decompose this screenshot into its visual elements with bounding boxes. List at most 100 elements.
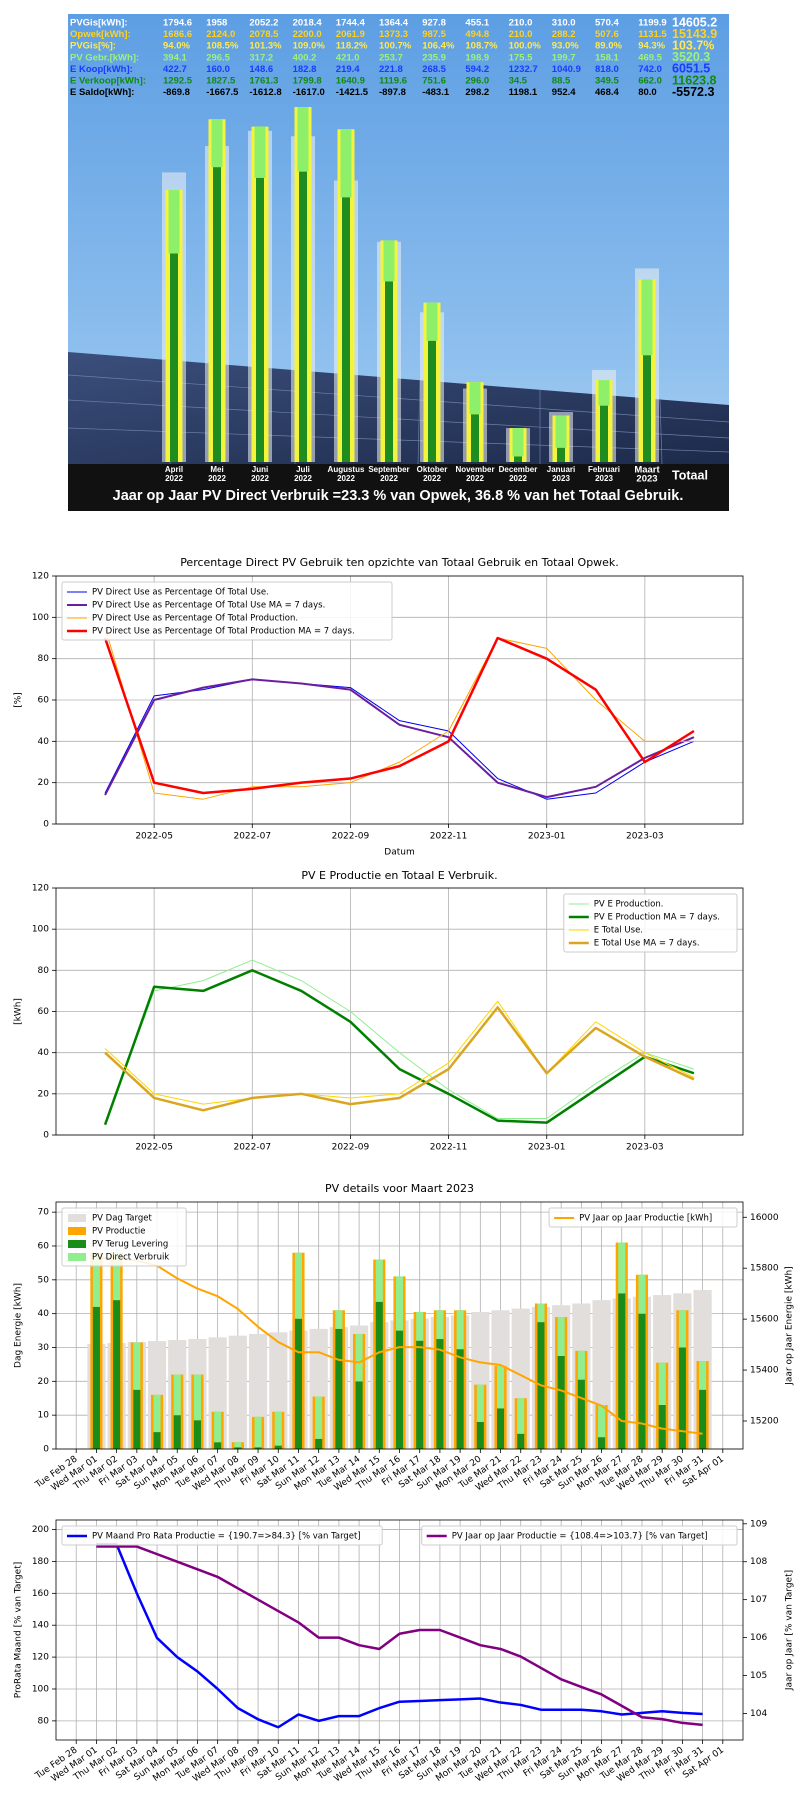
table-value: 1292.5 (163, 76, 193, 87)
table-value: 118.2% (336, 41, 368, 52)
month-label: 2023 (552, 474, 570, 483)
y-tick-label: 100 (32, 925, 49, 935)
y2-tick-label: 15800 (750, 1264, 779, 1274)
table-value: 198.9 (465, 52, 489, 63)
legend-box (421, 1525, 738, 1546)
table-value: 94.3% (638, 41, 665, 52)
bar (496, 1408, 505, 1449)
x-tick-label: 2023-01 (528, 1143, 566, 1153)
bar (254, 1416, 262, 1448)
plot-frame (55, 1519, 744, 1741)
bar (294, 1318, 303, 1449)
y-tick-label: 40 (38, 737, 50, 747)
bar (456, 1310, 464, 1350)
chart-title: PV E Productie en Totaal E Verbruik. (301, 869, 497, 882)
y2-tick-label: 15400 (750, 1366, 779, 1376)
bar (598, 1437, 606, 1449)
caption-band (68, 464, 729, 511)
y-tick-label: 20 (38, 778, 50, 788)
month-label: Januari (547, 465, 575, 474)
bar (113, 1252, 121, 1301)
bar (234, 1447, 242, 1449)
bar (658, 1405, 666, 1449)
bar (383, 240, 395, 282)
x-tick-label: 2022-07 (233, 832, 271, 842)
bar (699, 1389, 707, 1449)
y-tick-label: 100 (32, 1684, 49, 1694)
legend-box (61, 581, 393, 641)
table-value: 100.7% (379, 41, 412, 52)
bar (476, 1384, 484, 1422)
table-value: -897.8 (379, 87, 406, 98)
bar (658, 1362, 666, 1406)
month-label: 2023 (636, 474, 657, 485)
legend-label: PV E Production MA = 7 days. (594, 913, 720, 923)
bar (598, 1405, 606, 1438)
bar (476, 1421, 484, 1449)
month-label: 2022 (337, 474, 355, 483)
y-tick-label: 180 (32, 1557, 49, 1567)
table-value: 221.8 (379, 64, 403, 75)
month-label: 2022 (165, 474, 183, 483)
table-total: 11623.8 (672, 73, 717, 87)
y-tick-label: 20 (38, 1089, 50, 1099)
series-line (104, 959, 695, 1125)
plot-frame (55, 887, 744, 1136)
chart-title: PV details voor Maart 2023 (325, 1182, 474, 1195)
month-label: November (455, 465, 494, 474)
table-value: 199.7 (552, 52, 576, 63)
bar (555, 415, 567, 448)
table-value: 296.5 (206, 52, 230, 63)
bar (213, 167, 221, 462)
bar (355, 1381, 363, 1449)
y2-axis-label: Jaar op Jaar [% van Target] (785, 1570, 795, 1691)
bar (395, 1276, 404, 1331)
y-tick-label: 40 (38, 1309, 50, 1319)
bar (170, 253, 178, 462)
table-value: 1686.6 (163, 29, 192, 40)
table-value: 421.0 (336, 52, 360, 63)
bar (426, 302, 438, 341)
month-label: Februari (588, 465, 620, 474)
y-tick-label: 120 (32, 1653, 49, 1663)
table-total: 3520.3 (672, 50, 710, 64)
bar (537, 1303, 545, 1323)
x-tick-label: 2022-07 (233, 1143, 271, 1153)
bar (92, 1252, 100, 1307)
table-value: 818.0 (595, 64, 619, 75)
month-label: 2022 (380, 474, 398, 483)
y-tick-label: 120 (32, 572, 49, 582)
bar (517, 1398, 525, 1434)
table-value: 2061.9 (336, 29, 365, 40)
table-value: 468.4 (595, 87, 619, 98)
month-label: 2022 (294, 474, 312, 483)
x-axis-label: Datum (384, 848, 414, 858)
table-value: 494.8 (465, 29, 489, 40)
bar (211, 119, 223, 168)
total-column-label: Totaal (672, 468, 708, 482)
table-value: 268.5 (422, 64, 446, 75)
y-tick-label: 60 (38, 1007, 50, 1017)
table-value: 742.0 (638, 64, 662, 75)
table-value: 1199.9 (638, 18, 667, 29)
table-value: 88.5 (552, 76, 571, 87)
bar (153, 1432, 161, 1449)
table-value: -483.1 (422, 87, 450, 98)
bar (214, 1442, 222, 1449)
legend-swatch (68, 1214, 86, 1222)
y2-tick-label: 16000 (750, 1213, 779, 1223)
bar (375, 1259, 383, 1302)
bar (618, 1242, 626, 1294)
bar (577, 1350, 585, 1380)
bar (173, 1415, 181, 1449)
y-tick-label: 80 (38, 1716, 50, 1726)
table-value: 100.0% (509, 41, 542, 52)
legend-label: PV Direct Use as Percentage Of Total Use… (92, 588, 269, 598)
bar (92, 1306, 100, 1449)
bar (643, 355, 651, 462)
table-value: 80.0 (638, 87, 657, 98)
table-value: 109.0% (293, 41, 326, 52)
bar (315, 1438, 323, 1449)
table-value: 594.2 (465, 64, 489, 75)
table-value: 235.9 (422, 52, 446, 63)
